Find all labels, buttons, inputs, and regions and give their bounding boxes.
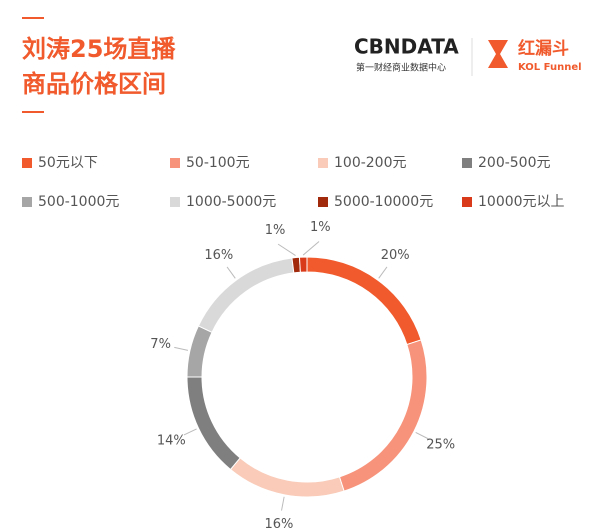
donut-slice [229,457,345,498]
data-label: 20% [381,248,410,263]
donut-slice [338,339,428,492]
data-label: 7% [150,337,171,352]
chart-title: 刘涛25场直播 [22,35,176,63]
legend-swatch [462,158,472,168]
leader-line [281,496,285,511]
legend-label: 50元以下 [38,155,98,171]
legend-label: 10000元以上 [478,194,565,210]
logo-subtext: 第一财经商业数据中心 [356,62,446,74]
legend-swatch [22,197,32,207]
leader-line [302,241,320,256]
legend-label: 500-1000元 [38,194,119,210]
logo-text: 红漏斗 [518,38,569,59]
logo-text: CBNDATA [354,35,459,59]
leader-line [415,431,429,440]
legend-swatch [462,197,472,207]
data-label: 14% [157,433,186,448]
donut-slice [298,256,308,273]
legend-label: 100-200元 [334,155,407,171]
data-label: 16% [264,517,293,532]
logo-subtext: KOL Funnel [518,62,582,73]
legend-label: 50-100元 [186,155,250,171]
leader-line [183,428,197,436]
legend-swatch [318,158,328,168]
donut: 20% 25% 16% 14% 7% 16% 1% 1% [150,220,455,532]
data-label: 1% [265,223,286,238]
data-label: 25% [426,438,455,453]
donut-slice [186,376,241,471]
leader-line [378,266,388,279]
legend: 50元以下 50-100元 100-200元 200-500元 500-1000元 100… [22,155,565,210]
legend-swatch [170,158,180,168]
donut-slice [197,257,295,333]
legend-swatch [170,197,180,207]
chart-title: 商品价格区间 [22,70,166,98]
donut-slice [186,325,213,378]
legend-label: 5000-10000元 [334,194,433,210]
logo-icon [488,40,508,68]
legend-label: 1000-5000元 [186,194,276,210]
legend-label: 200-500元 [478,155,551,171]
legend-swatch [318,197,328,207]
data-label: 16% [204,248,233,263]
leader-line [277,243,296,256]
leader-line [174,346,189,351]
donut-slice [306,256,422,346]
data-label: 1% [310,220,331,235]
legend-swatch [22,158,32,168]
leader-line [226,266,236,279]
